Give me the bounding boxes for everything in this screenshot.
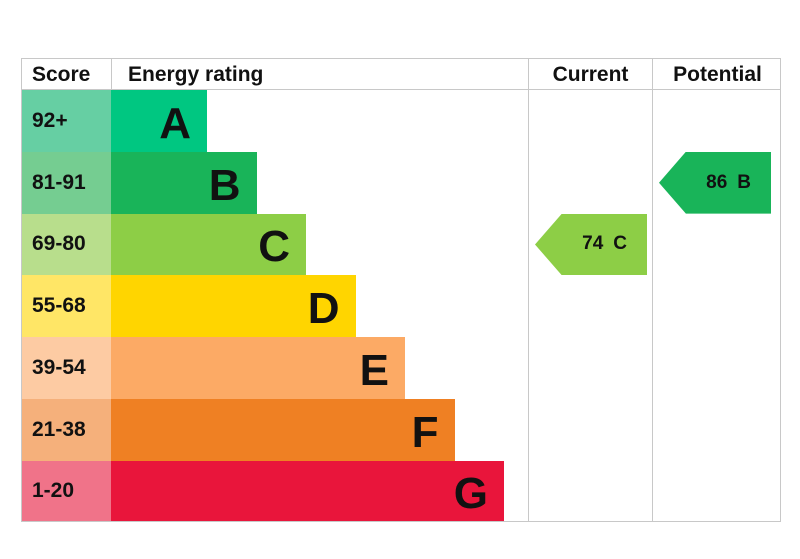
- score-header: Score: [32, 63, 91, 86]
- rating-bar-g: G: [111, 460, 504, 521]
- current-rating-arrow-value: 74: [582, 233, 604, 255]
- potential-rating-arrow-letter: B: [737, 171, 751, 193]
- current-rating-arrow-letter: C: [613, 233, 627, 255]
- current-rating-arrow: 74 C: [535, 213, 647, 276]
- score-cell-a: 92+: [22, 90, 111, 152]
- rating-letter-c: C: [258, 222, 290, 272]
- rating-letter-b: B: [208, 160, 241, 210]
- current-column-divider: [528, 59, 529, 521]
- rating-letter-f: F: [411, 407, 439, 457]
- rating-bar-c: C: [111, 213, 306, 276]
- score-cell-g: 1-20: [22, 460, 111, 521]
- potential-rating-arrow: 86 B: [659, 151, 771, 214]
- potential-column-divider: [652, 59, 653, 521]
- rating-bar-d: D: [111, 275, 356, 338]
- score-cell-b: 81-91: [22, 151, 111, 214]
- energy-rating-chart: Score Energy rating Current Potential 92…: [21, 58, 781, 522]
- score-cell-e: 39-54: [22, 337, 111, 399]
- potential-rating-arrow-value: 86: [706, 171, 728, 193]
- current-header: Current: [552, 63, 629, 86]
- rating-bar-e: E: [111, 337, 405, 399]
- rating-bar-a: A: [111, 90, 207, 152]
- rating-letter-e: E: [359, 346, 389, 396]
- energy-rating-header: Energy rating: [128, 63, 264, 86]
- score-cell-c: 69-80: [22, 213, 111, 276]
- rating-letter-d: D: [307, 284, 340, 334]
- rating-bar-b: B: [111, 151, 257, 214]
- score-cell-d: 55-68: [22, 275, 111, 338]
- header-divider: [22, 89, 780, 90]
- rating-letter-g: G: [453, 468, 488, 518]
- rating-bar-f: F: [111, 399, 455, 461]
- score-cell-f: 21-38: [22, 399, 111, 461]
- rating-letter-a: A: [159, 98, 191, 148]
- potential-header: Potential: [673, 63, 762, 86]
